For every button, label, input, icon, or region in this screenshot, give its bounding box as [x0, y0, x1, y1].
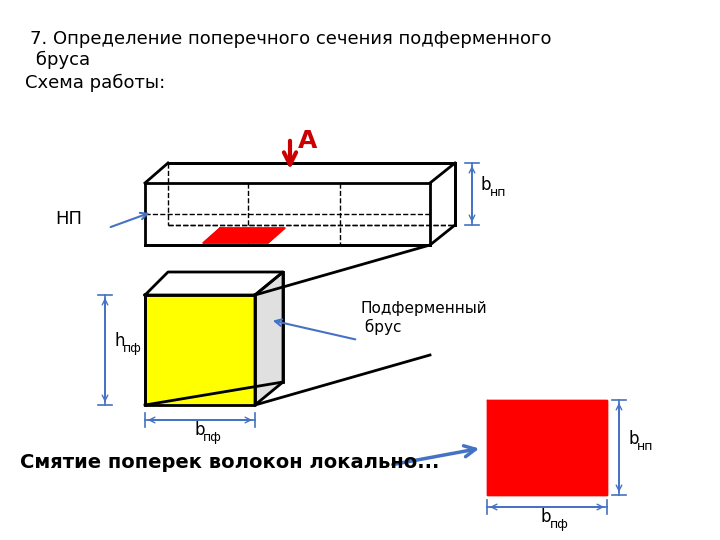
Text: Смятие поперек волокон локально...: Смятие поперек волокон локально... [20, 453, 439, 472]
Polygon shape [487, 400, 607, 495]
Text: b: b [481, 176, 492, 194]
Polygon shape [145, 295, 255, 405]
Text: нп: нп [490, 186, 506, 199]
Text: Подферменный
 брус: Подферменный брус [360, 301, 487, 335]
Text: пф: пф [550, 518, 569, 531]
Polygon shape [145, 183, 430, 245]
Text: нп: нп [637, 440, 654, 453]
Polygon shape [255, 272, 283, 405]
Text: b: b [628, 429, 639, 448]
Polygon shape [145, 272, 283, 295]
Text: 7. Определение поперечного сечения подферменного
 бруса: 7. Определение поперечного сечения подфе… [30, 30, 552, 69]
Text: b: b [194, 421, 204, 439]
Text: Схема работы:: Схема работы: [25, 74, 166, 92]
Text: НП: НП [55, 210, 82, 228]
Polygon shape [430, 163, 455, 245]
Text: b: b [541, 508, 552, 526]
Text: A: A [298, 129, 318, 153]
Text: пф: пф [203, 431, 222, 444]
Text: пф: пф [123, 342, 142, 355]
Text: h: h [114, 332, 125, 350]
Polygon shape [203, 228, 285, 243]
Polygon shape [145, 163, 455, 183]
